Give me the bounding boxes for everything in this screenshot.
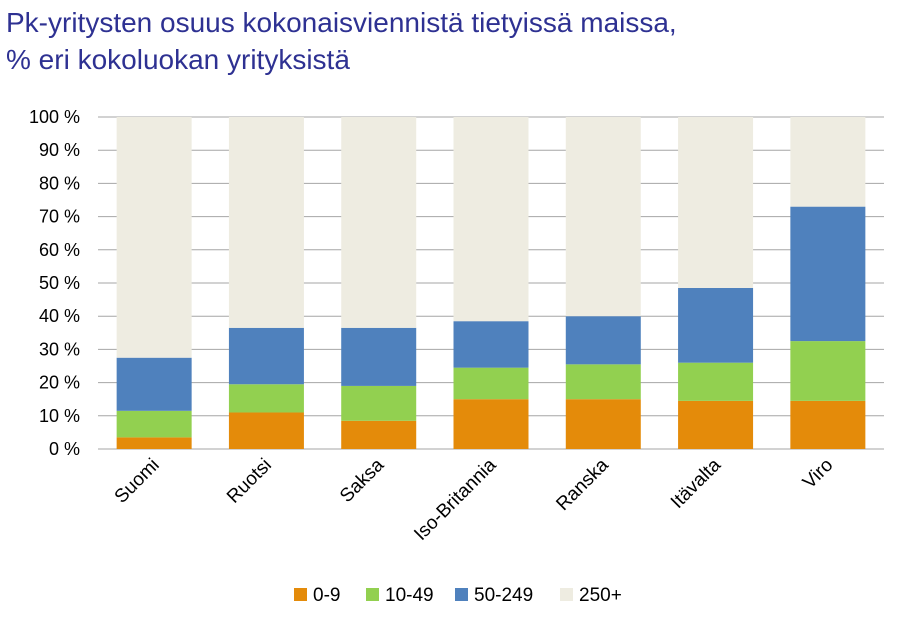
bar-segment-0-9 xyxy=(565,399,641,449)
y-tick-label: 50 % xyxy=(39,273,80,293)
y-tick-label: 40 % xyxy=(39,306,80,326)
x-category-label: Ruotsi xyxy=(223,455,276,508)
bar-segment-10-49 xyxy=(116,410,192,438)
bars xyxy=(116,117,866,449)
y-tick-label: 0 % xyxy=(49,439,80,459)
bar-segment-0-9 xyxy=(453,399,529,449)
chart-title: Pk-yritysten osuus kokonaisviennistä tie… xyxy=(6,4,677,78)
y-tick-label: 60 % xyxy=(39,240,80,260)
bar-segment-250+ xyxy=(453,117,529,322)
legend-swatch-10-49 xyxy=(366,588,379,601)
bar-segment-50-249 xyxy=(678,287,754,363)
bar-segment-50-249 xyxy=(116,357,192,411)
y-tick-label: 70 % xyxy=(39,207,80,227)
y-tick-label: 10 % xyxy=(39,406,80,426)
bar-segment-250+ xyxy=(565,117,641,317)
y-tick-label: 100 % xyxy=(29,107,80,127)
legend-swatch-50-249 xyxy=(455,588,468,601)
bar-segment-0-9 xyxy=(228,412,304,449)
bar-segment-250+ xyxy=(228,117,304,328)
bar-segment-50-249 xyxy=(453,321,529,368)
bar-segment-0-9 xyxy=(116,437,192,449)
legend-label-250+: 250+ xyxy=(579,585,622,606)
x-category-label: Saksa xyxy=(336,454,388,506)
bar-segment-250+ xyxy=(790,117,866,207)
bar-segment-10-49 xyxy=(565,364,641,400)
x-category-label: Viro xyxy=(799,455,838,494)
y-tick-label: 20 % xyxy=(39,373,80,393)
bar-segment-0-9 xyxy=(341,420,417,449)
y-axis: 0 % 10 % 20 % 30 % 40 % 50 % 60 % 70 % 80 % 90 % 1… xyxy=(29,107,80,459)
bar-segment-50-249 xyxy=(228,327,304,385)
bar-segment-10-49 xyxy=(453,367,529,400)
y-tick-label: 90 % xyxy=(39,140,80,160)
x-category-label: Itävalta xyxy=(667,454,725,512)
legend: 0-9 10-49 50-249 250+ xyxy=(294,585,622,606)
bar-segment-10-49 xyxy=(790,341,866,401)
bar-segment-10-49 xyxy=(228,384,304,413)
bar-segment-250+ xyxy=(116,117,192,358)
y-tick-label: 80 % xyxy=(39,173,80,193)
bar-segment-10-49 xyxy=(341,385,417,421)
chart-title-line-2: % eri kokoluokan yrityksistä xyxy=(6,44,350,75)
bar-segment-250+ xyxy=(678,117,754,288)
chart-title-line-1: Pk-yritysten osuus kokonaisviennistä tie… xyxy=(6,7,677,38)
legend-label-0-9: 0-9 xyxy=(313,585,340,606)
x-category-label: Suomi xyxy=(111,455,164,508)
legend-swatch-250+ xyxy=(560,588,573,601)
x-category-label: Iso-Britannia xyxy=(410,454,501,545)
legend-swatch-0-9 xyxy=(294,588,307,601)
bar-segment-0-9 xyxy=(678,400,754,449)
legend-label-10-49: 10-49 xyxy=(385,585,434,606)
legend-label-50-249: 50-249 xyxy=(474,585,533,606)
bar-segment-50-249 xyxy=(341,327,417,386)
bar-segment-0-9 xyxy=(790,400,866,449)
y-tick-label: 30 % xyxy=(39,339,80,359)
bar-segment-250+ xyxy=(341,117,417,328)
bar-segment-10-49 xyxy=(678,362,754,401)
bar-segment-50-249 xyxy=(790,206,866,342)
x-axis: Suomi Ruotsi Saksa Iso-Britannia Ranska Itäva… xyxy=(111,454,838,545)
bar-segment-50-249 xyxy=(565,316,641,365)
x-category-label: Ranska xyxy=(552,454,613,515)
